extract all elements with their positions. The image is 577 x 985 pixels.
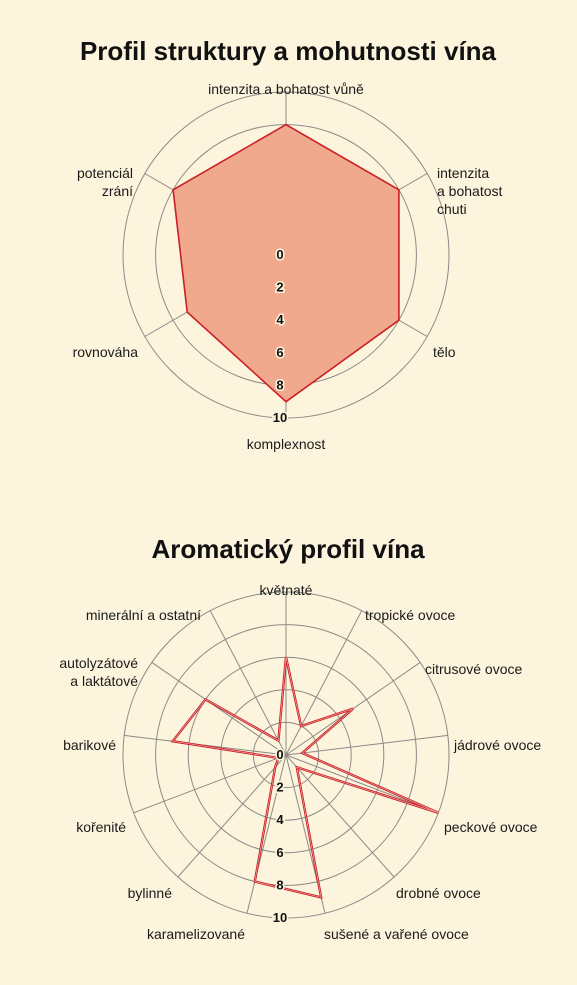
axis-label-line: květnaté — [260, 582, 313, 598]
axis-label-line: kořenité — [76, 819, 126, 835]
axis-labels: intenzita a bohatost vůně intenzita a boha… — [73, 81, 503, 452]
tick-label: 8 — [276, 377, 283, 392]
tick-label: 10 — [273, 410, 287, 425]
axis-label-line: sušené a vařené ovoce — [324, 926, 469, 942]
axis-spoke — [177, 754, 287, 878]
axis-label: jádrové ovoce — [453, 737, 541, 753]
axis-label-line: rovnováha — [73, 344, 139, 360]
axis-label: rovnováha — [73, 344, 139, 360]
chart-title: Profil struktury a mohutnosti vína — [80, 36, 497, 66]
axis-label-line: tělo — [433, 344, 456, 360]
axis-label: peckové ovoce — [444, 819, 538, 835]
axis-label: tělo — [433, 344, 456, 360]
tick-label: 6 — [276, 345, 283, 360]
axis-spoke — [133, 754, 287, 814]
radial-tick-labels: 0 2 4 6 8 10 — [271, 246, 288, 427]
tick-label: 6 — [276, 845, 283, 860]
axis-label-line: a bohatost — [437, 183, 502, 199]
aroma-radar-chart: Aromatický profil vína 0 2 4 6 8 10 květnaté t… — [59, 534, 541, 942]
series-polygon-highlight — [172, 657, 439, 898]
axis-spoke — [209, 610, 287, 756]
radar-series — [170, 656, 439, 899]
axis-spoke — [151, 661, 287, 756]
tick-label: 4 — [276, 312, 284, 327]
axis-label: minerální a ostatní — [86, 607, 201, 623]
axis-label-line: barikové — [63, 737, 116, 753]
axis-label: intenzita a bohatost chuti — [437, 165, 502, 217]
axis-label-line: potenciál — [77, 165, 133, 181]
axis-label: sušené a vařené ovoce — [324, 926, 469, 942]
chart-title: Aromatický profil vína — [151, 534, 425, 564]
axis-spoke — [246, 754, 287, 914]
tick-label: 2 — [276, 280, 283, 295]
tick-label: 10 — [273, 910, 287, 925]
axis-label: bylinné — [128, 885, 173, 901]
axis-label-line: a laktátové — [70, 673, 138, 689]
structure-radar-chart: Profil struktury a mohutnosti vína 0 2 4 6 8… — [73, 36, 503, 452]
axis-labels: květnaté tropické ovoce citrusové ovoce jád… — [59, 582, 541, 942]
axis-label-line: citrusové ovoce — [425, 661, 522, 677]
axis-spoke — [285, 610, 363, 756]
axis-spoke — [285, 734, 448, 756]
axis-label-line: zrání — [102, 183, 133, 199]
axis-label-line: intenzita — [437, 165, 489, 181]
axis-label-line: chuti — [437, 201, 467, 217]
axis-label-line: drobné ovoce — [396, 885, 481, 901]
tick-label: 2 — [276, 780, 283, 795]
radar-grid — [122, 591, 450, 919]
axis-spoke — [285, 754, 439, 814]
axis-label-line: komplexnost — [247, 436, 326, 452]
axis-label: komplexnost — [247, 436, 326, 452]
axis-label: drobné ovoce — [396, 885, 481, 901]
axis-label: citrusové ovoce — [425, 661, 522, 677]
axis-label: kořenité — [76, 819, 126, 835]
axis-label: barikové — [63, 737, 116, 753]
axis-label-line: karamelizované — [147, 926, 245, 942]
axis-label-line: minerální a ostatní — [86, 607, 201, 623]
series-polygon — [172, 123, 400, 403]
axis-label: potenciál zrání — [77, 165, 133, 199]
tick-label: 4 — [276, 812, 284, 827]
tick-label: 8 — [276, 877, 283, 892]
radial-tick-labels: 0 2 4 6 8 10 — [271, 746, 288, 927]
tick-label: 0 — [276, 747, 283, 762]
axis-label-line: intenzita a bohatost vůně — [208, 81, 364, 97]
axis-label-line: peckové ovoce — [444, 819, 538, 835]
axis-label-line: tropické ovoce — [365, 607, 455, 623]
axis-label-line: autolyzátové — [59, 655, 138, 671]
axis-label-line: jádrové ovoce — [453, 737, 541, 753]
axis-label-line: bylinné — [128, 885, 173, 901]
axis-label: tropické ovoce — [365, 607, 455, 623]
axis-spoke — [285, 754, 395, 878]
axis-label: autolyzátové a laktátové — [59, 655, 138, 689]
radar-series — [172, 123, 400, 403]
axis-label: intenzita a bohatost vůně — [208, 81, 364, 97]
axis-label: květnaté — [260, 582, 313, 598]
axis-label: karamelizované — [147, 926, 245, 942]
tick-label: 0 — [276, 247, 283, 262]
